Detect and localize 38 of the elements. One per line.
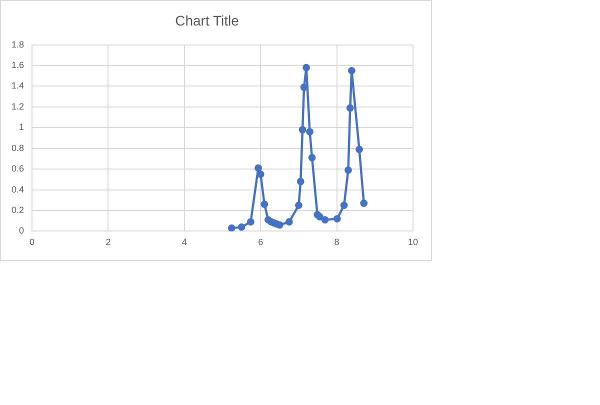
y-tick-label: 1.2 (11, 101, 24, 112)
point (285, 218, 293, 226)
point (333, 215, 341, 222)
point (321, 216, 329, 224)
point (340, 202, 348, 210)
point (306, 128, 314, 136)
x-tick-label: 10 (408, 237, 418, 248)
point (356, 146, 363, 154)
point (360, 200, 368, 207)
x-tick-label: 0 (29, 237, 35, 248)
y-tick-label: 0 (18, 226, 24, 236)
point (295, 202, 302, 210)
y-tick-label: 1.4 (11, 80, 24, 91)
y-tick-label: 0.2 (11, 204, 24, 215)
point (302, 64, 310, 72)
point (296, 178, 304, 186)
point (228, 224, 236, 232)
point (316, 213, 324, 220)
x-tick-label: 6 (258, 237, 264, 248)
point (238, 223, 246, 231)
y-tick-label: 0.8 (11, 142, 24, 153)
point (254, 164, 262, 172)
point (344, 166, 352, 174)
chart-title: Chart Title (175, 12, 240, 28)
point (246, 218, 254, 226)
y-tick-label: 1 (18, 122, 24, 132)
point (346, 104, 354, 112)
y-tick-label: 0.6 (11, 164, 24, 174)
point (348, 66, 356, 74)
point (308, 154, 316, 162)
y-tick-label: 1.6 (11, 60, 24, 70)
x-tick-label: 8 (334, 237, 340, 248)
y-tick-label: 1.8 (11, 39, 24, 50)
point (298, 126, 306, 134)
x-tick-label: 2 (106, 237, 111, 248)
y-tick-label: 0.4 (11, 184, 24, 194)
point (260, 200, 268, 208)
x-tick-label: 4 (182, 237, 187, 248)
